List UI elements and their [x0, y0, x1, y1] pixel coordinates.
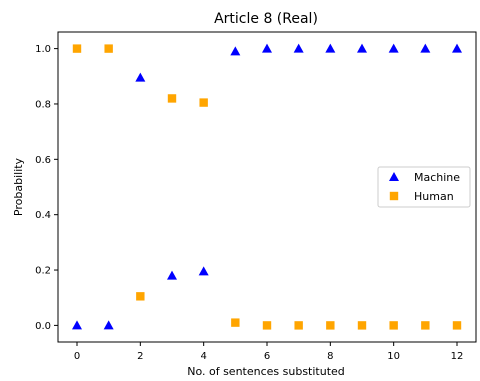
human-point [326, 321, 335, 330]
machine-point [103, 320, 114, 330]
y-tick-label: 0.6 [35, 155, 51, 166]
legend-marker-machine [389, 172, 399, 181]
human-point [389, 321, 398, 330]
x-tick-label: 6 [264, 351, 270, 362]
machine-point [388, 43, 399, 53]
legend-box [377, 166, 471, 208]
plot-area [72, 43, 462, 330]
y-tick-label: 0.0 [35, 321, 51, 332]
y-tick-label: 0.4 [35, 210, 51, 221]
human-point [199, 98, 208, 107]
y-axis-label: Probability [12, 157, 25, 216]
legend: Machine Human [377, 166, 471, 208]
human-point [262, 321, 272, 330]
machine-point [420, 43, 431, 53]
human-point [136, 292, 145, 301]
human-point [167, 94, 177, 103]
series-machine [72, 43, 462, 330]
human-point [357, 321, 367, 330]
human-point [231, 318, 240, 327]
machine-point [262, 43, 272, 53]
human-point [294, 321, 303, 330]
x-axis-label: No. of sentences substituted [187, 365, 345, 378]
x-axis-ticks: 0 2 4 6 8 10 12 [74, 342, 464, 362]
legend-label-machine: Machine [414, 171, 460, 184]
machine-point [198, 266, 209, 276]
y-tick-label: 0.8 [35, 99, 51, 110]
human-point [72, 44, 82, 53]
chart-title: Article 8 (Real) [214, 11, 318, 27]
x-tick-label: 8 [327, 351, 333, 362]
x-tick-label: 2 [137, 351, 143, 362]
y-tick-label: 1.0 [35, 44, 51, 55]
human-point [452, 321, 462, 330]
legend-label-human: Human [414, 190, 454, 203]
y-tick-label: 0.2 [35, 266, 51, 277]
machine-point [325, 43, 336, 53]
x-tick-label: 10 [387, 351, 400, 362]
x-tick-label: 12 [451, 351, 464, 362]
y-axis-ticks: 0.0 0.2 0.4 0.6 0.8 1.0 [35, 44, 58, 332]
machine-point [293, 43, 304, 53]
machine-point [167, 270, 177, 280]
machine-point [357, 43, 367, 53]
machine-point [230, 46, 241, 56]
machine-point [452, 43, 462, 53]
x-tick-label: 4 [200, 351, 206, 362]
human-point [104, 44, 113, 53]
x-tick-label: 0 [74, 351, 80, 362]
human-point [421, 321, 430, 330]
machine-point [135, 72, 146, 82]
machine-point [72, 320, 82, 330]
legend-marker-human [389, 191, 399, 201]
series-human [72, 44, 462, 330]
